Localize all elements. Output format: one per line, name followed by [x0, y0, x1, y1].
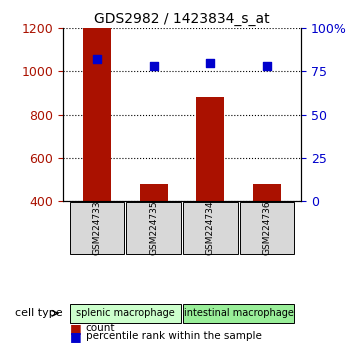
- Point: [151, 63, 156, 69]
- FancyBboxPatch shape: [240, 202, 294, 254]
- Point: [94, 57, 100, 62]
- FancyBboxPatch shape: [126, 202, 181, 254]
- Text: intestinal macrophage: intestinal macrophage: [184, 308, 294, 318]
- Text: GSM224735: GSM224735: [149, 201, 158, 255]
- FancyBboxPatch shape: [183, 304, 294, 323]
- Text: count: count: [86, 323, 115, 333]
- Text: ■: ■: [70, 330, 82, 343]
- FancyBboxPatch shape: [70, 202, 124, 254]
- Text: splenic macrophage: splenic macrophage: [76, 308, 175, 318]
- FancyBboxPatch shape: [70, 304, 181, 323]
- Text: GSM224734: GSM224734: [206, 201, 215, 255]
- Text: ■: ■: [70, 322, 82, 335]
- Text: cell type: cell type: [15, 308, 63, 318]
- Point: [208, 60, 213, 66]
- Point: [264, 63, 270, 69]
- Bar: [253, 184, 281, 201]
- Text: GSM224736: GSM224736: [262, 201, 272, 255]
- Title: GDS2982 / 1423834_s_at: GDS2982 / 1423834_s_at: [94, 12, 270, 26]
- Bar: [140, 184, 168, 201]
- Text: GSM224733: GSM224733: [92, 201, 102, 255]
- Text: percentile rank within the sample: percentile rank within the sample: [86, 331, 262, 341]
- Bar: [196, 97, 224, 201]
- FancyBboxPatch shape: [183, 202, 238, 254]
- Bar: [83, 28, 111, 201]
